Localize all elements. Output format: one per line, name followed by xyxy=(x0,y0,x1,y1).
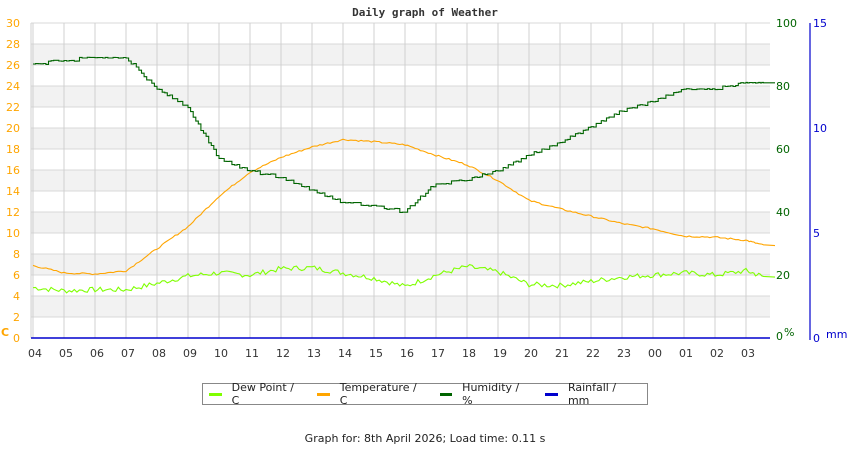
legend-label: Temperature / C xyxy=(339,381,417,407)
svg-text:02: 02 xyxy=(710,347,724,360)
svg-text:06: 06 xyxy=(90,347,104,360)
svg-text:20: 20 xyxy=(6,122,20,135)
svg-text:0: 0 xyxy=(813,332,820,345)
legend-item-dew-point: Dew Point / C xyxy=(209,381,303,407)
svg-text:2: 2 xyxy=(13,311,20,324)
svg-text:16: 16 xyxy=(6,164,20,177)
svg-text:07: 07 xyxy=(121,347,135,360)
svg-text:00: 00 xyxy=(648,347,662,360)
svg-text:21: 21 xyxy=(555,347,569,360)
graph-footer: Graph for: 8th April 2026; Load time: 0.… xyxy=(304,432,546,445)
legend-item-temperature: Temperature / C xyxy=(317,381,425,407)
svg-text:4: 4 xyxy=(13,290,20,303)
svg-text:%: % xyxy=(784,326,794,339)
legend-label: Humidity / % xyxy=(462,381,520,407)
chart-legend: Dew Point / C Temperature / C Humidity /… xyxy=(202,381,648,407)
chart-title: Daily graph of Weather xyxy=(352,6,498,19)
svg-text:15: 15 xyxy=(369,347,383,360)
svg-text:6: 6 xyxy=(13,269,20,282)
svg-text:18: 18 xyxy=(6,143,20,156)
svg-text:12: 12 xyxy=(276,347,290,360)
legend-item-rainfall: Rainfall / mm xyxy=(545,381,639,407)
legend-label: Dew Point / C xyxy=(231,381,294,407)
svg-text:05: 05 xyxy=(59,347,73,360)
humidity-swatch-icon xyxy=(439,392,453,396)
svg-text:60: 60 xyxy=(776,143,790,156)
legend-label: Rainfall / mm xyxy=(567,381,617,407)
svg-text:14: 14 xyxy=(338,347,352,360)
svg-text:14: 14 xyxy=(6,185,20,198)
svg-text:10: 10 xyxy=(214,347,228,360)
svg-text:22: 22 xyxy=(586,347,600,360)
svg-text:01: 01 xyxy=(679,347,693,360)
svg-text:24: 24 xyxy=(6,80,20,93)
svg-text:8: 8 xyxy=(13,248,20,261)
svg-text:5: 5 xyxy=(813,227,820,240)
svg-text:20: 20 xyxy=(524,347,538,360)
svg-text:100: 100 xyxy=(776,17,797,30)
svg-text:03: 03 xyxy=(741,347,755,360)
svg-text:10: 10 xyxy=(6,227,20,240)
svg-text:13: 13 xyxy=(307,347,321,360)
svg-text:23: 23 xyxy=(617,347,631,360)
svg-text:40: 40 xyxy=(776,206,790,219)
svg-text:19: 19 xyxy=(493,347,507,360)
svg-text:0: 0 xyxy=(776,330,783,343)
legend-item-humidity: Humidity / % xyxy=(439,381,532,407)
svg-text:08: 08 xyxy=(152,347,166,360)
svg-text:11: 11 xyxy=(245,347,259,360)
svg-text:26: 26 xyxy=(6,59,20,72)
svg-text:16: 16 xyxy=(400,347,414,360)
svg-text:mm: mm xyxy=(826,328,847,341)
svg-text:18: 18 xyxy=(462,347,476,360)
svg-text:17: 17 xyxy=(431,347,445,360)
svg-text:0: 0 xyxy=(13,332,20,345)
svg-text:80: 80 xyxy=(776,80,790,93)
svg-text:20: 20 xyxy=(776,269,790,282)
svg-text:C: C xyxy=(1,326,9,339)
dew-point-swatch-icon xyxy=(209,392,222,396)
svg-text:22: 22 xyxy=(6,101,20,114)
svg-text:04: 04 xyxy=(28,347,42,360)
svg-text:28: 28 xyxy=(6,38,20,51)
svg-text:15: 15 xyxy=(813,17,827,30)
rainfall-swatch-icon xyxy=(545,392,558,396)
svg-text:10: 10 xyxy=(813,122,827,135)
svg-text:09: 09 xyxy=(183,347,197,360)
svg-text:30: 30 xyxy=(6,17,20,30)
temperature-swatch-icon xyxy=(317,392,330,396)
svg-text:12: 12 xyxy=(6,206,20,219)
